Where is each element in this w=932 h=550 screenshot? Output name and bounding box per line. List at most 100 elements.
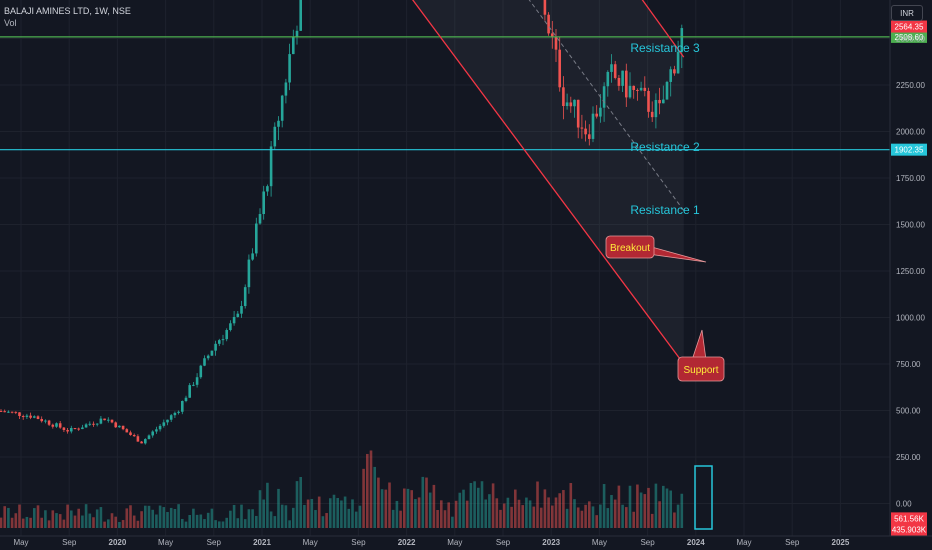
volume-bar [351,499,354,528]
channel-middle-line[interactable] [358,0,685,211]
volume-bar [3,506,6,528]
candle-body [551,33,554,37]
candle-body [192,384,195,386]
candle-body [632,85,635,90]
volume-bar [647,487,650,528]
volume-bar [10,517,14,528]
candle-body [88,423,92,425]
candle-body [232,316,236,324]
candle-body [229,323,232,331]
volume-bar [329,498,332,528]
volume-bar [362,468,365,528]
volume-bar [454,500,458,528]
x-tick-label: May [303,538,318,547]
candle-body [221,339,225,341]
volume-bar [477,487,480,528]
candle-body [610,64,613,72]
candle-body [70,428,73,432]
candle-body [284,82,288,96]
volume-bar [151,509,154,528]
candle-body [280,95,284,121]
volume-bar [676,504,680,528]
volume-bar [255,515,258,528]
candle-body [636,89,639,91]
horizontal-levels[interactable]: 4658.103621.952960.552508.601902.352564.… [0,0,927,536]
volume-bar [225,517,228,528]
level-tag [891,143,927,156]
candle-body [47,420,51,425]
volume-bar [66,504,69,528]
candle-body [669,69,672,82]
candle-body [288,54,291,83]
trend-channel[interactable] [358,0,685,365]
x-tick-label: Sep [785,538,800,547]
resistance-2-label: Resistance 2 [630,140,700,154]
candle-body [273,126,277,147]
currency-button[interactable]: INR [891,5,923,21]
candle-body [210,350,214,356]
candle-body [673,69,676,74]
price-tag-label: 2564.35 [895,23,924,32]
volume-bar [25,516,29,528]
candle-body [58,423,62,428]
volume-bar [77,508,80,528]
candle-body [7,411,10,413]
volume-bar [654,483,658,528]
candle-body [606,71,610,87]
volume-bar [551,505,554,528]
candle-body [184,397,188,401]
volume-bar [325,513,328,528]
volume-bar [269,511,273,528]
volume-bar [576,507,580,528]
candle-body [639,87,643,91]
candle-body [92,423,95,425]
volume-bar [310,498,314,528]
y-tick-label: 2000.00 [896,128,925,137]
volume-bar [292,507,295,528]
volume-bar [554,497,558,528]
volume-bar [506,497,510,528]
y-tick-label: 2500.00 [896,35,925,44]
volume-bar [443,510,447,528]
candle-body [51,424,55,427]
volume-bar [33,508,36,528]
price-axis[interactable]: 5000.004750.004500.004250.004000.003750.… [889,0,925,536]
volume-bar [243,519,247,528]
volume-bar [129,505,132,528]
candle-body [103,418,106,421]
volume-bar [70,510,73,528]
candle-body [181,400,184,412]
time-axis[interactable]: May Sep 2020 May Sep 2021 May Sep 2022 May Sep 2023… [0,535,932,547]
volume-bar [465,500,469,528]
candle-body [584,128,587,135]
candle-body [255,223,258,254]
support-label: Support [683,365,718,376]
volume-bar [251,509,254,528]
volume-bar [221,521,225,528]
volume-bar [158,505,162,528]
volume-bar [299,477,302,528]
volume-bar [107,519,110,528]
y-tick-label: 750.00 [896,360,921,369]
candle-body [95,423,99,425]
candle-body [73,428,77,430]
candle-body [621,70,624,86]
volume-bar [184,521,188,528]
volume-bar [621,504,624,528]
candle-body [107,419,110,421]
volume-bar [177,504,180,528]
candle-body [144,439,147,444]
volume-bar [528,500,532,528]
volume-bar [665,488,669,528]
x-tick-label: May [13,538,28,547]
candle-body [299,0,302,31]
volume-bar [495,498,499,528]
channel-lower-line[interactable] [358,0,685,365]
level-tag [891,30,927,43]
candle-body [547,14,550,34]
candle-body [665,81,669,100]
volume-bars [0,450,684,528]
volume-bar [247,509,251,528]
volume-bar [391,509,395,528]
